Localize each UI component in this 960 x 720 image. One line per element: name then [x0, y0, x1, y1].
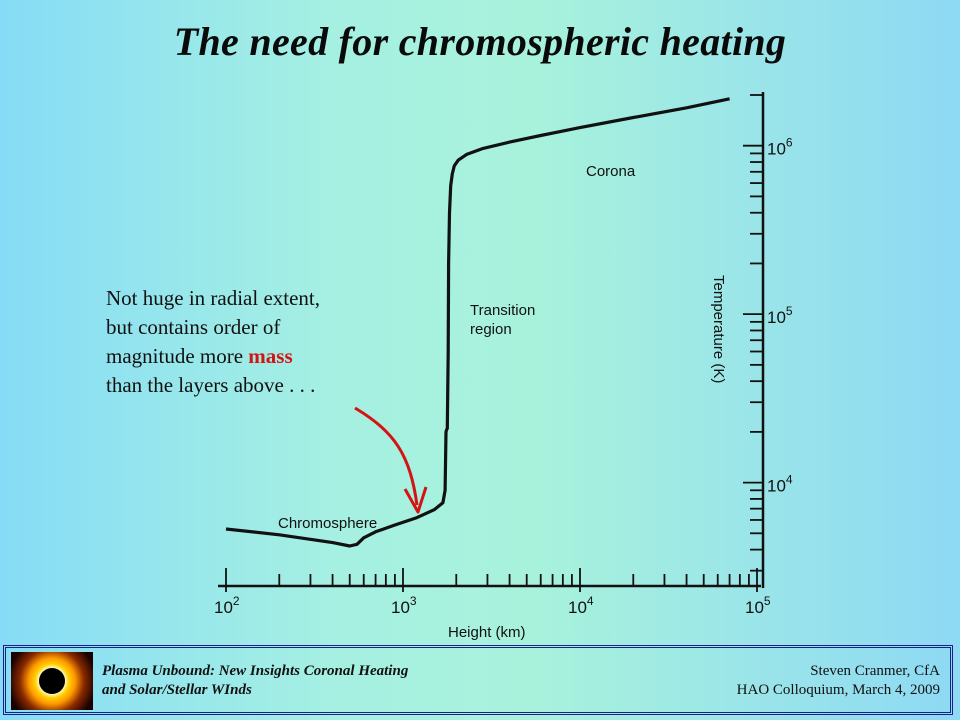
y-axis-label: Temperature (K) — [710, 275, 727, 383]
temperature-curve — [225, 97, 730, 548]
region-label-corona: Corona — [586, 163, 636, 180]
x-axis-label: Height (km) — [448, 624, 526, 640]
x-tick-label: 105 — [745, 594, 771, 617]
y-tick-label: 106 — [767, 136, 793, 159]
region-label-transition: Transition region — [470, 302, 535, 338]
x-axis: 102 103 104 105 — [214, 568, 771, 617]
x-tick-label: 104 — [568, 594, 594, 617]
slide-title: The need for chromospheric heating — [173, 19, 787, 64]
temperature-height-chart: 102 103 104 105 104 105 106 Chromosphere Tran… — [214, 92, 793, 640]
y-axis: 104 105 106 — [743, 92, 793, 588]
footer-bar: Plasma Unbound: New Insights Coronal Hea… — [3, 645, 953, 715]
annotation-text: Not huge in radial extent, but contains … — [106, 286, 321, 397]
solar-eclipse-image — [11, 652, 93, 710]
footer-conference: Plasma Unbound: New Insights Coronal Hea… — [102, 663, 409, 698]
mass-highlight: mass — [248, 344, 293, 368]
y-tick-label: 105 — [767, 304, 793, 327]
annotation-arrow — [354, 406, 419, 506]
x-tick-label: 102 — [214, 594, 240, 617]
y-tick-label: 104 — [767, 473, 793, 496]
footer-author: Steven Cranmer, CfA HAO Colloquium, Marc… — [736, 663, 940, 698]
region-label-chromosphere: Chromosphere — [278, 515, 377, 532]
x-tick-label: 103 — [391, 594, 417, 617]
annotation-arrowhead — [403, 486, 428, 514]
